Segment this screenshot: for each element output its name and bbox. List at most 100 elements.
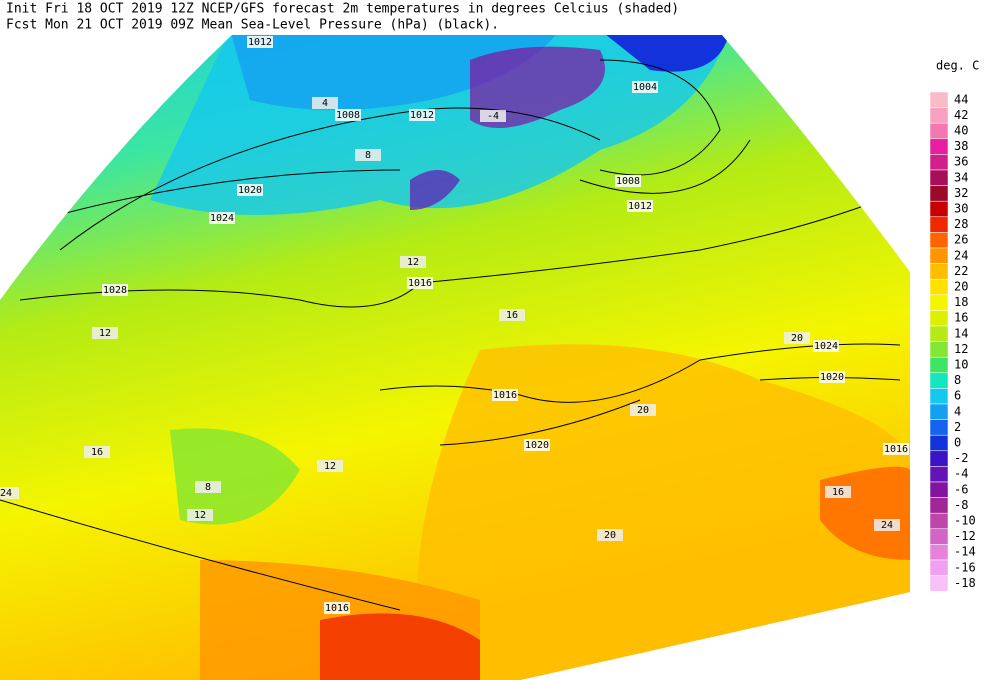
colorbar-swatch (929, 528, 949, 545)
isobar-label: 1020 (820, 372, 844, 383)
colorbar-label: 42 (954, 108, 968, 122)
temperature-label-box (195, 481, 221, 493)
colorbar-swatch (929, 107, 949, 124)
colorbar-swatch (929, 372, 949, 389)
colorbar-label: 34 (954, 170, 968, 184)
colorbar-label: 14 (954, 326, 968, 340)
temperature-label: 12 (407, 257, 419, 268)
colorbar-label: 12 (954, 342, 968, 356)
isobar-label-box (335, 109, 361, 121)
colorbar-label: 44 (954, 92, 968, 106)
colorbar-swatch (929, 122, 949, 140)
colorbar-swatch (929, 388, 949, 405)
temperature-label-box (0, 487, 19, 499)
colorbar-label: -8 (954, 498, 968, 512)
colorbar-label: 6 (954, 389, 961, 403)
isobar-label-box (819, 371, 845, 383)
colorbar-swatch (929, 310, 949, 327)
isobar-label: 1016 (884, 444, 908, 455)
isobar-label: 1016 (493, 390, 517, 401)
isobar-label-box (409, 109, 435, 121)
isobar-label: 1004 (633, 82, 657, 93)
isobar-label: 1012 (628, 201, 652, 212)
isobar-label: 1012 (410, 110, 434, 121)
colorbar-label: -14 (954, 545, 976, 559)
colorbar-label: 0 (954, 436, 961, 450)
colorbar-label: 28 (954, 217, 968, 231)
colorbar-swatch (929, 356, 949, 374)
colorbar-label: -16 (954, 560, 976, 574)
isobar-label: 1012 (248, 37, 272, 48)
temperature-label: 4 (322, 98, 328, 109)
colorbar-label: -18 (954, 576, 976, 590)
colorbar-swatch (929, 403, 949, 420)
isobar-label-box (407, 277, 433, 289)
temperature-label-box (187, 509, 213, 521)
colorbar-label: 20 (954, 280, 968, 294)
colorbar-swatch (929, 185, 949, 202)
isobar-label-box (237, 184, 263, 196)
isobar-label-box (813, 340, 839, 352)
temperature-label: -4 (487, 111, 499, 122)
temperature-label: 12 (99, 328, 111, 339)
temperature-label-box (317, 460, 343, 472)
temperature-label: 12 (324, 461, 336, 472)
isobar-label-box (627, 200, 653, 212)
header-line: Init Fri 18 OCT 2019 12Z NCEP/GFS foreca… (6, 2, 679, 17)
temperature-label: 24 (881, 520, 893, 531)
header-line: Fcst Mon 21 OCT 2019 09Z Mean Sea-Level … (6, 18, 499, 33)
isobar-label-box (615, 175, 641, 187)
colorbar-swatch (929, 138, 949, 155)
temperature-label: 24 (0, 488, 12, 499)
colorbar-label: 16 (954, 311, 968, 325)
colorbar-label: 22 (954, 264, 968, 278)
temperature-label: 20 (604, 530, 616, 541)
colorbar-swatch (929, 263, 949, 280)
colorbar-swatch (929, 450, 949, 467)
isobar-label: 1008 (616, 176, 640, 187)
temperature-label: 20 (791, 333, 803, 344)
isobar-label: 1024 (814, 341, 838, 352)
isobar-label-box (324, 602, 350, 614)
colorbar-label: -2 (954, 451, 968, 465)
colorbar-swatch (929, 247, 949, 264)
colorbar-label: -12 (954, 529, 976, 543)
temperature-label-box (480, 110, 506, 122)
colorbar-label: -4 (954, 467, 968, 481)
colorbar-swatch (929, 216, 949, 233)
colorbar-swatch (929, 232, 949, 249)
temperature-label-box (784, 332, 810, 344)
temperature-label: 16 (506, 310, 518, 321)
colorbar-swatch (929, 200, 949, 218)
map-area (0, 35, 910, 680)
temperature-label: 16 (832, 487, 844, 498)
isobar-label-box (209, 212, 235, 224)
isobar-label: 1016 (325, 603, 349, 614)
temperature-label: 20 (637, 405, 649, 416)
isobar-label-box (632, 81, 658, 93)
colorbar-label: 26 (954, 233, 968, 247)
colorbar-swatch (929, 294, 949, 311)
colorbar-swatch (929, 544, 949, 561)
colorbar-label: 2 (954, 420, 961, 434)
isobar-label-box (102, 284, 128, 296)
temperature-label-box (499, 309, 525, 321)
temperature-label-box (630, 404, 656, 416)
temperature-label: 16 (91, 447, 103, 458)
colorbar-swatch (929, 419, 949, 436)
temperature-label-box (874, 519, 900, 531)
colorbar-label: 38 (954, 139, 968, 153)
colorbar-title: deg. C (936, 59, 979, 73)
colorbar-swatch (929, 512, 949, 530)
isobar-label: 1016 (408, 278, 432, 289)
isobar-label: 1028 (103, 285, 127, 296)
colorbar-label: 30 (954, 202, 968, 216)
isobar-label-box (524, 439, 550, 451)
temperature-label-box (312, 97, 338, 109)
colorbar-label: 40 (954, 124, 968, 138)
colorbar-swatch (929, 341, 949, 358)
colorbar-swatch (929, 325, 949, 342)
isobar-label: 1024 (210, 213, 234, 224)
temperature-label: 12 (194, 510, 206, 521)
